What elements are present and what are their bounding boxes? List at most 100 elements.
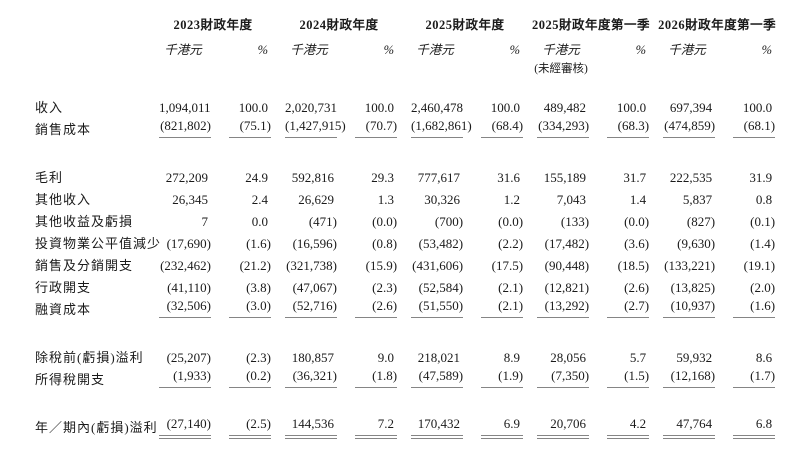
table-cell: 1.4 (594, 186, 654, 208)
unit-header: 千港元 (668, 43, 706, 57)
table-cell: (2.6) (342, 296, 402, 318)
cell-value: 7 (201, 214, 209, 229)
table-cell: (16,596) (276, 230, 342, 252)
cell-value: 144,536 (285, 416, 338, 439)
table-row: 融資成本 (32,506) (3.0) (52,716) (2.6) (51,550) (2… (0, 296, 800, 318)
table-cell: 100.0 (342, 94, 402, 116)
unit-header: 千港元 (542, 43, 580, 57)
row-label: 行政開支 (35, 280, 92, 295)
cell-value: 5.7 (629, 350, 647, 365)
cell-value: (431,606) (412, 258, 464, 273)
cell-value: 592,816 (291, 170, 335, 185)
end-pad (780, 230, 800, 252)
table-cell: 222,535 (654, 164, 720, 186)
table-cell: (12,168) (654, 366, 720, 388)
cell-value: (334,293) (537, 118, 590, 138)
cell-value: 0.0 (251, 214, 269, 229)
cell-value: (18.5) (617, 258, 650, 273)
table-cell: (1,682,861) (402, 116, 472, 138)
table-cell: (1,933) (150, 366, 216, 388)
note-row: (未經審核) (0, 58, 800, 94)
cell-value: (1.5) (607, 368, 650, 388)
cell-value: (1.6) (733, 298, 776, 318)
table-cell: (32,506) (150, 296, 216, 318)
table-cell: (2.3) (342, 274, 402, 296)
end-pad (780, 38, 800, 58)
end-pad (780, 164, 800, 186)
pct-header: % (383, 43, 395, 57)
cell-value: (1,427,915) (285, 118, 346, 138)
end-pad (780, 274, 800, 296)
table-cell: 180,857 (276, 344, 342, 366)
cell-value: 5,837 (682, 192, 713, 207)
cell-value: 31.7 (623, 170, 647, 185)
cell-value: (68.4) (481, 118, 524, 138)
cell-value: 100.0 (742, 100, 773, 115)
row-label: 毛利 (35, 170, 64, 185)
cell-value: (32,506) (159, 298, 211, 318)
table-cell: (471) (276, 208, 342, 230)
row-label: 年／期內(虧損)溢利 (35, 420, 158, 435)
cell-value: (25,207) (166, 350, 211, 365)
row-label: 其他收益及虧損 (35, 214, 134, 229)
cell-value: 1.3 (377, 192, 395, 207)
table-row: 銷售成本 (821,802) (75.1) (1,427,915) (70.7) (1,6… (0, 116, 800, 138)
table-cell: 218,021 (402, 344, 468, 366)
cell-value: (2.1) (498, 280, 524, 295)
table-cell: (431,606) (402, 252, 468, 274)
cell-value: (21.2) (239, 258, 272, 273)
table-cell: 100.0 (216, 94, 276, 116)
table-cell: 47,764 (654, 414, 720, 439)
table-cell: 7.2 (342, 414, 402, 439)
cell-value: (27,140) (159, 416, 211, 439)
table-cell: (17,482) (528, 230, 594, 252)
year-header-row: 2023財政年度 2024財政年度 2025財政年度 2025財政年度第一季 2… (0, 14, 800, 38)
end-pad (780, 344, 800, 366)
row-label: 除稅前(虧損)溢利 (35, 350, 144, 365)
table-cell: (1.6) (720, 296, 780, 318)
cell-value: (36,321) (285, 368, 338, 388)
cell-value: (821,802) (159, 118, 211, 138)
table-cell: 5.7 (594, 344, 654, 366)
cell-value: (1.9) (481, 368, 524, 388)
cell-value: (3.8) (246, 280, 272, 295)
cell-value: (16,596) (292, 236, 338, 251)
table-cell: 170,432 (402, 414, 468, 439)
cell-value: (3.6) (624, 236, 650, 251)
cell-value: 26,629 (298, 192, 335, 207)
cell-value: (1.4) (750, 236, 776, 251)
cell-value: (13,292) (537, 298, 590, 318)
cell-value: 7,043 (556, 192, 587, 207)
cell-value: 1,094,011 (159, 100, 211, 115)
cell-value: (90,448) (544, 258, 590, 273)
cell-value: 489,482 (543, 100, 587, 115)
table-cell: (68.1) (720, 116, 780, 138)
table-cell: (2.7) (594, 296, 654, 318)
table-cell: (15.9) (342, 252, 402, 274)
table-row: 其他收益及虧損 7 0.0 (471) (0.0) (700) (0.0) (133) (0.0… (0, 208, 800, 230)
end-pad (780, 296, 800, 318)
cell-value: (10,937) (663, 298, 716, 318)
table-cell: (25,207) (150, 344, 216, 366)
cell-value: 26,345 (172, 192, 208, 207)
cell-value: 222,535 (669, 170, 713, 185)
table-cell: (2.2) (468, 230, 528, 252)
cell-value: (471) (308, 214, 338, 229)
table-row: 毛利 272,209 24.9 592,816 29.3 777,617 31.6 155,1… (0, 164, 800, 186)
table-cell: (13,825) (654, 274, 720, 296)
table-cell: (474,859) (654, 116, 720, 138)
table-cell: 272,209 (150, 164, 216, 186)
table-row: 銷售及分銷開支 (232,462) (21.2) (321,738) (15.9) (43… (0, 252, 800, 274)
table-cell: (1.8) (342, 366, 402, 388)
corner-blank (0, 14, 150, 38)
table-cell: (3.8) (216, 274, 276, 296)
cell-value: 59,932 (676, 350, 713, 365)
row-label: 投資物業公平值減少 (35, 236, 162, 251)
table-cell: (2.3) (216, 344, 276, 366)
cell-value: 31.9 (749, 170, 773, 185)
table-cell: (52,584) (402, 274, 468, 296)
cell-value: (68.1) (733, 118, 776, 138)
cell-value: (1.8) (355, 368, 398, 388)
table-cell: (0.1) (720, 208, 780, 230)
